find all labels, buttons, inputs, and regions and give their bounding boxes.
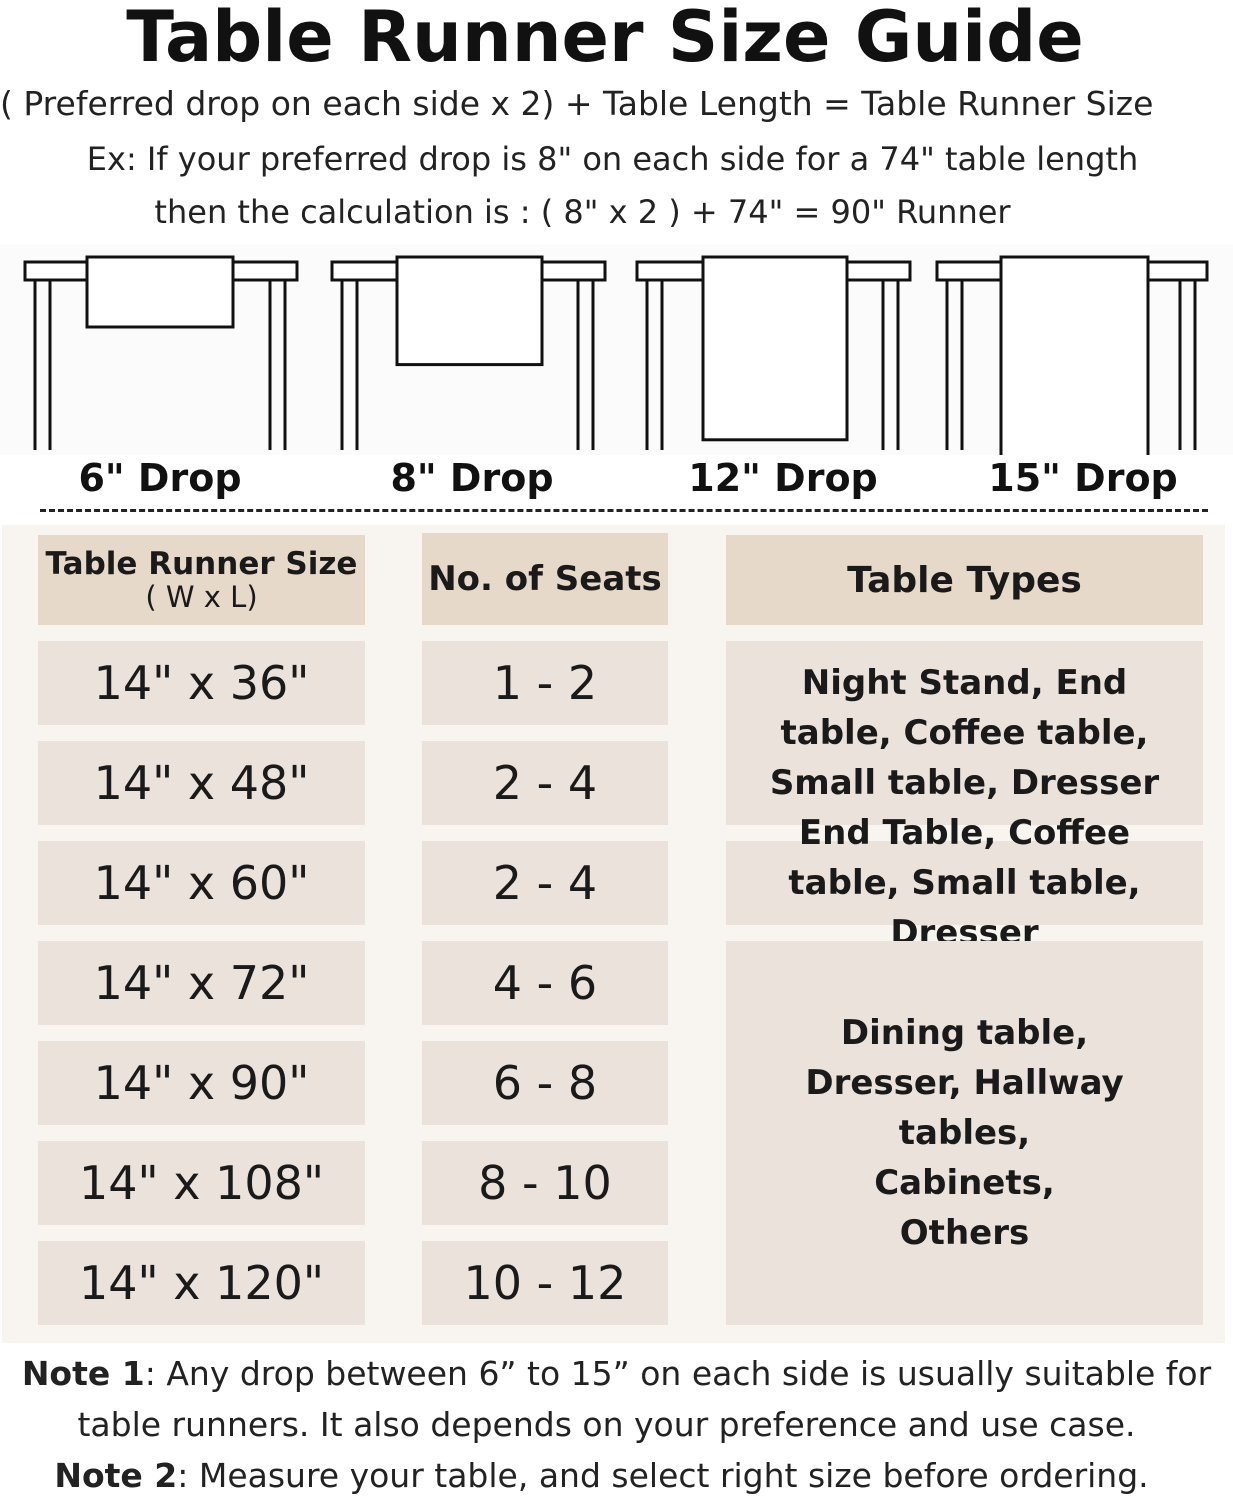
header-size-label: Table Runner Size [45,546,358,582]
note-1-label: Note 1 [21,1354,145,1393]
note-2-text: : Measure your table, and select right s… [177,1456,1149,1495]
example-text: Ex: If your preferred drop is 8" on each… [86,140,1139,178]
seats-cell: 2 - 4 [422,741,668,825]
size-cell: 14" x 108" [38,1141,365,1225]
seats-cell: 2 - 4 [422,841,668,925]
note-1: Note 1: Any drop between 6” to 15” on ea… [0,1354,1233,1393]
seats-cell: 6 - 8 [422,1041,668,1125]
formula-text: ( Preferred drop on each side x 2) + Tab… [0,84,1154,123]
header-seats: No. of Seats [422,533,668,625]
note-2: Note 2: Measure your table, and select r… [0,1456,1218,1495]
drop-label-8: 8" Drop [390,456,554,500]
calculation-text: then the calculation is : ( 8" x 2 ) + 7… [154,193,1011,231]
size-cell: 14" x 60" [38,841,365,925]
types-cell-medium: End Table, Coffee table, Small table, Dr… [726,813,1203,953]
note-1-text: : Any drop between 6” to 15” on each sid… [144,1354,1212,1393]
drop-illustrations [0,245,1233,455]
dashed-divider [40,509,1208,512]
table-runner [999,255,1150,455]
seats-cell: 4 - 6 [422,941,668,1025]
size-cell: 14" x 120" [38,1241,365,1325]
seats-cell: 10 - 12 [422,1241,668,1325]
header-types: Table Types [726,535,1203,625]
page-title: Table Runner Size Guide [126,0,1084,78]
header-size-sub: ( W x L) [145,580,258,614]
types-text: End Table, Coffee table, Small table, Dr… [788,813,1141,953]
size-cell: 14" x 48" [38,741,365,825]
size-cell: 14" x 90" [38,1041,365,1125]
drop-label-12: 12" Drop [688,456,878,500]
drop-label-15: 15" Drop [988,456,1178,500]
table-runner [701,255,849,442]
size-cell: 14" x 36" [38,641,365,725]
header-size: Table Runner Size ( W x L) [38,535,365,625]
table-runner [85,255,235,329]
seats-cell: 1 - 2 [422,641,668,725]
types-cell-large: Dining table, Dresser, Hallway tables, C… [726,941,1203,1325]
types-text: Dining table, Dresser, Hallway tables, C… [805,1013,1124,1253]
size-cell: 14" x 72" [38,941,365,1025]
drop-label-6: 6" Drop [78,456,242,500]
table-runner [395,255,544,367]
types-text: Night Stand, End table, Coffee table, Sm… [769,663,1160,803]
note-2-label: Note 2 [54,1456,178,1495]
seats-cell: 8 - 10 [422,1141,668,1225]
note-1-cont: table runners. It also depends on your p… [77,1405,1136,1444]
types-cell-small: Night Stand, End table, Coffee table, Sm… [726,641,1203,825]
